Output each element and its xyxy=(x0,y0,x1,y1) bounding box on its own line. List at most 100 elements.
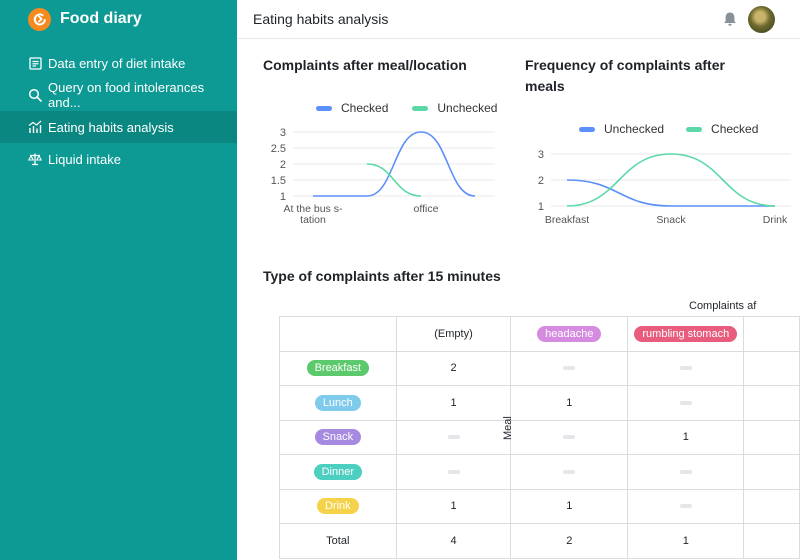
x-tick-label: office xyxy=(414,203,439,215)
total-cell: 1 xyxy=(627,523,745,559)
row-header-cell: Breakfast xyxy=(279,350,397,386)
row-tag: Dinner xyxy=(313,463,362,480)
x-tick-label: Drink xyxy=(763,214,788,226)
empty-value-icon xyxy=(679,366,692,371)
series-line-checked xyxy=(566,153,776,207)
table-cell: 1 xyxy=(395,488,512,524)
columns-header: Complaints af xyxy=(689,300,757,312)
sidebar-item-label: Query on food intolerances and... xyxy=(48,80,205,110)
table-header-row: (Empty) headache rumbling stomach xyxy=(279,316,800,352)
total-cell: 4 xyxy=(395,523,512,559)
column-header-cell: (Empty) xyxy=(395,316,512,352)
series-line-unchecked xyxy=(566,179,775,207)
form-icon xyxy=(28,56,42,70)
overflow-cell xyxy=(743,419,800,455)
chart1-title: Complaints after meal/location xyxy=(263,57,467,73)
scale-icon xyxy=(28,152,42,166)
y-tick-label: 2 xyxy=(538,175,544,187)
legend-swatch xyxy=(316,105,332,111)
bell-icon[interactable] xyxy=(721,10,739,28)
x-tick-label: Snack xyxy=(656,214,686,226)
empty-value-icon xyxy=(679,504,692,509)
empty-value-icon xyxy=(563,366,576,371)
chart1-plot: 3 2.5 2 1.5 1At the bus s-tation office xyxy=(271,127,495,226)
row-tag: Drink xyxy=(316,498,359,515)
y-tick-label: 3 xyxy=(280,127,286,139)
table-cell: 2 xyxy=(395,350,512,386)
series-line-checked xyxy=(312,131,476,197)
overflow-cell xyxy=(743,523,800,559)
legend-swatch xyxy=(412,105,429,111)
y-tick-label: 3 xyxy=(538,149,544,161)
row-tag: Breakfast xyxy=(306,360,370,377)
total-cell: 2 xyxy=(510,523,629,559)
table-cell: 1 xyxy=(627,419,745,455)
sidebar-nav: Data entry of diet intake Query on food … xyxy=(0,47,237,175)
sidebar-item-liquid-intake[interactable]: Liquid intake xyxy=(0,143,237,175)
column-tag: headache xyxy=(537,325,602,342)
total-row: Total 4 2 1 xyxy=(279,523,800,559)
search-icon xyxy=(28,88,42,102)
sidebar-item-data-entry[interactable]: Data entry of diet intake xyxy=(0,47,237,79)
overflow-cell xyxy=(743,488,800,524)
row-header-cell: Dinner xyxy=(279,454,397,490)
total-label-cell: Total xyxy=(279,523,397,559)
row-header-meal: Meal xyxy=(502,416,514,440)
legend-item-checked[interactable]: Checked xyxy=(316,101,388,115)
table-cell xyxy=(627,488,745,524)
sidebar: Food diary Data entry of diet intake Que… xyxy=(0,0,237,560)
legend-item-checked[interactable]: Checked xyxy=(686,122,758,136)
empty-value-icon xyxy=(563,469,576,474)
corner-cell xyxy=(279,316,397,352)
table-cell xyxy=(627,350,745,386)
legend-item-unchecked[interactable]: Unchecked xyxy=(412,101,497,115)
pivot-title: Type of complaints after 15 minutes xyxy=(263,268,501,284)
pivot-table: (Empty) headache rumbling stomach Breakfast… xyxy=(279,316,800,559)
chart2-legend: Unchecked Checked xyxy=(579,122,758,136)
chart-icon xyxy=(28,120,42,134)
table-cell: 1 xyxy=(510,488,629,524)
overflow-cell xyxy=(743,454,800,490)
topbar: Eating habits analysis xyxy=(237,0,800,39)
sidebar-item-eating-habits[interactable]: Eating habits analysis xyxy=(0,111,237,143)
overflow-cell xyxy=(743,385,800,421)
empty-value-icon xyxy=(679,469,692,474)
column-tag: rumbling stomach xyxy=(634,325,738,342)
legend-label: Unchecked xyxy=(437,101,498,115)
row-tag: Lunch xyxy=(314,394,361,411)
row-header-cell: Lunch xyxy=(279,385,397,421)
y-tick-label: 1 xyxy=(538,201,544,213)
legend-label: Unchecked xyxy=(604,122,665,136)
brand[interactable]: Food diary xyxy=(0,0,237,38)
table-row: Lunch 1 1 xyxy=(279,385,800,421)
table-cell xyxy=(510,454,629,490)
legend-swatch xyxy=(686,126,703,132)
y-tick-label: 1.5 xyxy=(271,175,286,187)
app-logo-icon xyxy=(28,7,51,31)
chart1-legend: Checked Unchecked xyxy=(316,101,497,115)
chart2-title: Frequency of complaints after meals xyxy=(525,57,725,94)
legend-label: Checked xyxy=(711,122,759,136)
sidebar-item-label: Eating habits analysis xyxy=(48,119,174,135)
table-cell xyxy=(627,385,745,421)
sidebar-item-query[interactable]: Query on food intolerances and... xyxy=(0,79,237,111)
empty-value-icon xyxy=(447,469,460,474)
pivot-table-container: (Empty) headache rumbling stomach Breakfast… xyxy=(279,316,800,560)
sidebar-item-label: Liquid intake xyxy=(48,151,121,167)
legend-item-unchecked[interactable]: Unchecked xyxy=(579,122,664,136)
table-row: Drink 1 1 xyxy=(279,488,800,524)
table-row: Dinner xyxy=(279,454,800,490)
column-header-cell: rumbling stomach xyxy=(627,316,745,352)
y-tick-label: 2 xyxy=(280,159,286,171)
y-tick-label: 2.5 xyxy=(271,143,286,155)
legend-swatch xyxy=(579,126,595,132)
overflow-cell xyxy=(743,316,800,352)
table-cell xyxy=(510,419,629,455)
page-title: Eating habits analysis xyxy=(253,11,389,27)
x-tick-label: Breakfast xyxy=(545,214,589,226)
y-tick-label: 1 xyxy=(280,191,286,203)
overflow-cell xyxy=(743,350,800,386)
legend-label: Checked xyxy=(341,101,389,115)
avatar[interactable] xyxy=(748,6,775,33)
